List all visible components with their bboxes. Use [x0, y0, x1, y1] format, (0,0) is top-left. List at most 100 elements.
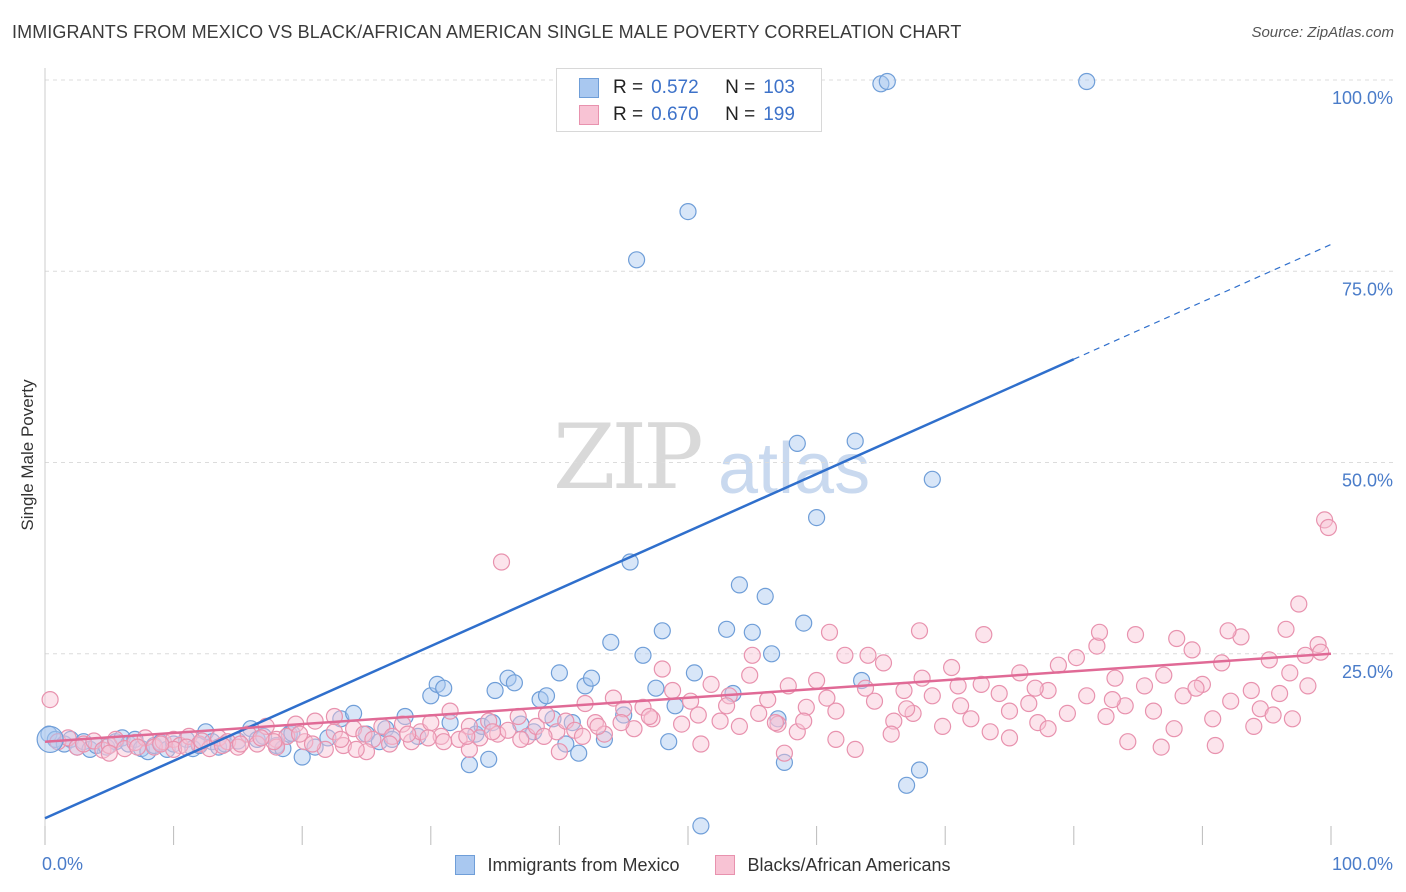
- trend-line-mexico-extension: [1073, 243, 1332, 360]
- n-value: 199: [763, 104, 795, 125]
- point-black: [951, 697, 970, 715]
- point-black: [306, 712, 324, 730]
- n-value: 103: [763, 77, 795, 98]
- point-black: [702, 675, 720, 694]
- point-black: [797, 698, 815, 716]
- point-black: [663, 681, 682, 700]
- point-mexico: [878, 72, 896, 91]
- n-label: N =: [725, 77, 756, 98]
- point-black: [741, 666, 759, 684]
- legend-swatch-mexico: [455, 855, 476, 875]
- point-black: [332, 730, 350, 749]
- point-black: [766, 713, 785, 732]
- point-black: [1103, 690, 1122, 709]
- point-mexico: [165, 735, 183, 753]
- point-mexico: [653, 622, 671, 640]
- point-black: [1090, 623, 1109, 641]
- point-black: [827, 702, 845, 720]
- point-mexico: [846, 432, 864, 450]
- point-black: [512, 730, 530, 749]
- point-black: [316, 740, 334, 759]
- point-mexico: [897, 776, 916, 794]
- point-black: [441, 702, 459, 720]
- point-mexico: [807, 508, 826, 527]
- point-black: [874, 654, 893, 672]
- legend: Immigrants from Mexico Blacks/African Am…: [0, 852, 1406, 878]
- point-black: [1222, 692, 1240, 710]
- point-black: [589, 717, 607, 736]
- point-black: [1155, 666, 1173, 684]
- y-tick-label: 75.0%: [1342, 279, 1393, 299]
- point-mexico: [743, 623, 761, 641]
- point-black: [865, 692, 884, 710]
- stats-swatch-black: [579, 105, 599, 125]
- point-black: [1078, 687, 1096, 705]
- point-black: [933, 717, 952, 736]
- point-black: [1026, 679, 1044, 697]
- point-mexico: [762, 645, 781, 663]
- point-mexico: [480, 750, 498, 768]
- point-black: [1067, 648, 1086, 667]
- point-black: [1000, 729, 1019, 747]
- point-mexico: [647, 679, 665, 697]
- point-black: [882, 725, 900, 743]
- chart-title: IMMIGRANTS FROM MEXICO VS BLACK/AFRICAN …: [12, 22, 962, 42]
- point-black: [640, 707, 659, 726]
- point-black: [1168, 629, 1186, 648]
- point-black: [795, 712, 813, 730]
- point-black: [962, 710, 980, 728]
- point-black: [422, 713, 440, 732]
- point-black: [897, 700, 916, 718]
- point-black: [1283, 710, 1302, 728]
- point-black: [1152, 738, 1170, 756]
- point-black: [100, 744, 118, 762]
- point-black: [759, 690, 777, 709]
- point-black: [165, 740, 183, 759]
- point-black: [1039, 720, 1057, 738]
- point-mexico: [460, 756, 478, 774]
- point-black: [692, 735, 710, 753]
- point-mexico: [685, 664, 704, 682]
- point-black: [1260, 651, 1278, 669]
- point-black: [129, 738, 147, 756]
- point-black: [557, 712, 575, 730]
- point-black: [923, 687, 941, 705]
- point-black: [1245, 717, 1263, 736]
- point-black: [1097, 707, 1115, 726]
- point-mexico: [627, 251, 646, 269]
- point-black: [975, 625, 993, 644]
- point-mexico-cluster: [36, 725, 64, 754]
- watermark-zip: ZIP: [553, 405, 704, 510]
- legend-item-black[interactable]: Blacks/African Americans: [715, 855, 951, 876]
- n-label: N =: [725, 104, 756, 125]
- point-black: [460, 740, 478, 759]
- point-mexico: [570, 744, 588, 762]
- point-black: [1299, 677, 1317, 695]
- r-label: R =: [613, 104, 644, 125]
- point-black: [535, 727, 553, 746]
- point-black: [458, 727, 476, 746]
- point-black: [942, 658, 961, 677]
- stats-swatch-mexico: [579, 78, 599, 98]
- point-black: [990, 684, 1008, 703]
- point-mexico: [486, 681, 504, 700]
- point-black: [537, 706, 556, 724]
- legend-item-mexico[interactable]: Immigrants from Mexico: [455, 855, 679, 876]
- point-black: [885, 712, 903, 730]
- point-black: [1242, 681, 1260, 700]
- point-mexico: [306, 738, 324, 756]
- r-value: 0.572: [651, 77, 699, 98]
- point-black: [1219, 622, 1237, 640]
- point-black: [1187, 679, 1205, 697]
- point-black: [550, 743, 569, 761]
- point-black: [788, 723, 806, 741]
- r-label: R =: [613, 77, 644, 98]
- stats-row-mexico: R = 0.572 N = 103: [579, 75, 795, 101]
- point-mexico: [775, 753, 794, 772]
- point-black: [116, 739, 134, 758]
- point-black: [492, 553, 511, 571]
- point-mexico: [582, 669, 601, 687]
- stats-row-black: R = 0.670 N = 199: [579, 102, 795, 128]
- point-black: [972, 675, 990, 694]
